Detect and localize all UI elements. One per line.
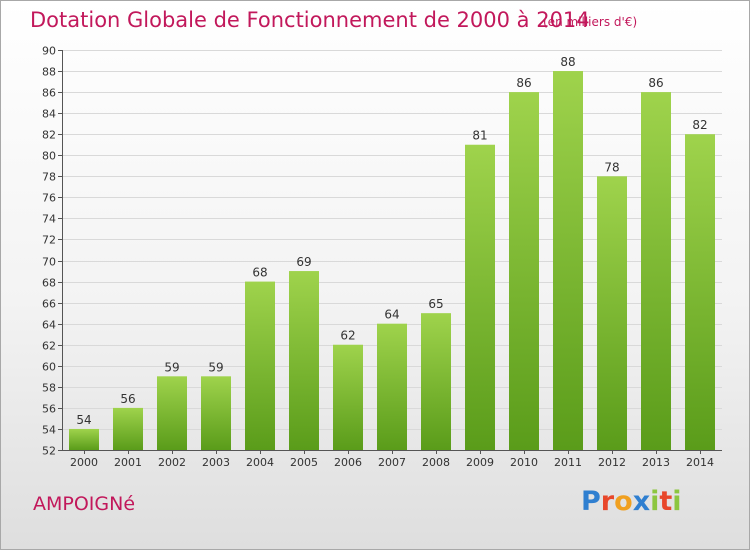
bar	[113, 407, 143, 450]
value-label: 88	[560, 55, 575, 69]
y-tick-label: 58	[42, 382, 56, 395]
logo-letter: P	[581, 486, 601, 517]
x-tick-label: 2011	[554, 456, 582, 469]
y-tick-label: 68	[42, 277, 56, 290]
bar	[245, 281, 275, 450]
y-tick-label: 80	[42, 150, 56, 163]
x-tick-label: 2009	[466, 456, 494, 469]
x-tick-label: 2002	[158, 456, 186, 469]
bars	[69, 71, 715, 451]
value-label: 54	[76, 413, 91, 427]
y-tick-label: 52	[42, 445, 56, 458]
commune-name: AMPOIGNé	[33, 493, 136, 515]
bar	[69, 428, 99, 450]
logo-letter: i	[650, 486, 660, 517]
y-tick-label: 66	[42, 298, 56, 311]
y-tick-label: 76	[42, 192, 56, 205]
x-tick-label: 2013	[642, 456, 670, 469]
logo-letter: o	[614, 486, 633, 517]
y-tick-label: 74	[42, 213, 56, 226]
bar	[333, 344, 363, 450]
x-tick-label: 2003	[202, 456, 230, 469]
y-tick-label: 72	[42, 234, 56, 247]
y-tick-label: 56	[42, 403, 56, 416]
value-label: 86	[516, 76, 531, 90]
x-tick-label: 2004	[246, 456, 274, 469]
y-tick-label: 70	[42, 256, 56, 269]
logo-letter: t	[659, 486, 673, 517]
value-label: 64	[384, 308, 399, 322]
value-label: 82	[692, 118, 707, 132]
x-tick-label: 2010	[510, 456, 538, 469]
bar	[685, 134, 715, 451]
y-tick-label: 62	[42, 340, 56, 353]
logo-letter: i	[672, 486, 682, 517]
y-tick-label: 60	[42, 361, 56, 374]
value-label: 59	[164, 360, 179, 374]
bar	[597, 176, 627, 450]
logo-letter: r	[600, 486, 615, 517]
axes	[58, 50, 722, 454]
y-tick-label: 54	[42, 424, 56, 437]
value-label: 62	[340, 329, 355, 343]
x-tick-label: 2005	[290, 456, 318, 469]
chart-unit: (en milliers d'€)	[543, 15, 638, 29]
value-label: 69	[296, 255, 311, 269]
value-label: 65	[428, 297, 443, 311]
x-tick-label: 2006	[334, 456, 362, 469]
proxiti-logo: Proxiti	[581, 486, 682, 517]
value-label: 86	[648, 76, 663, 90]
x-tick-label: 2007	[378, 456, 406, 469]
value-label: 78	[604, 160, 619, 174]
bar	[421, 313, 451, 450]
y-tick-label: 88	[42, 66, 56, 79]
value-label: 68	[252, 266, 267, 280]
value-label: 81	[472, 129, 487, 143]
bar	[201, 376, 231, 450]
bar	[377, 323, 407, 450]
chart-title: Dotation Globale de Fonctionnement de 20…	[30, 8, 590, 32]
x-tick-label: 2001	[114, 456, 142, 469]
bar	[553, 71, 583, 450]
x-tick-label: 2000	[70, 456, 98, 469]
value-label: 59	[208, 360, 223, 374]
x-tick-label: 2014	[686, 456, 714, 469]
logo-letter: x	[632, 486, 651, 517]
bar	[289, 271, 319, 450]
y-tick-label: 82	[42, 129, 56, 142]
y-tick-label: 78	[42, 171, 56, 184]
value-label: 56	[120, 392, 135, 406]
y-tick-label: 84	[42, 108, 56, 121]
y-tick-label: 64	[42, 319, 56, 332]
y-tick-label: 90	[42, 45, 56, 58]
y-tick-label: 86	[42, 87, 56, 100]
x-tick-label: 2008	[422, 456, 450, 469]
bar	[465, 144, 495, 450]
bar	[641, 92, 671, 451]
bar	[509, 92, 539, 451]
bar	[157, 376, 187, 450]
x-tick-label: 2012	[598, 456, 626, 469]
labels: 52 54 56 58 60 62 64 66 68 70 72 74 76 78 80 82 84 86 88 90…	[42, 45, 714, 470]
